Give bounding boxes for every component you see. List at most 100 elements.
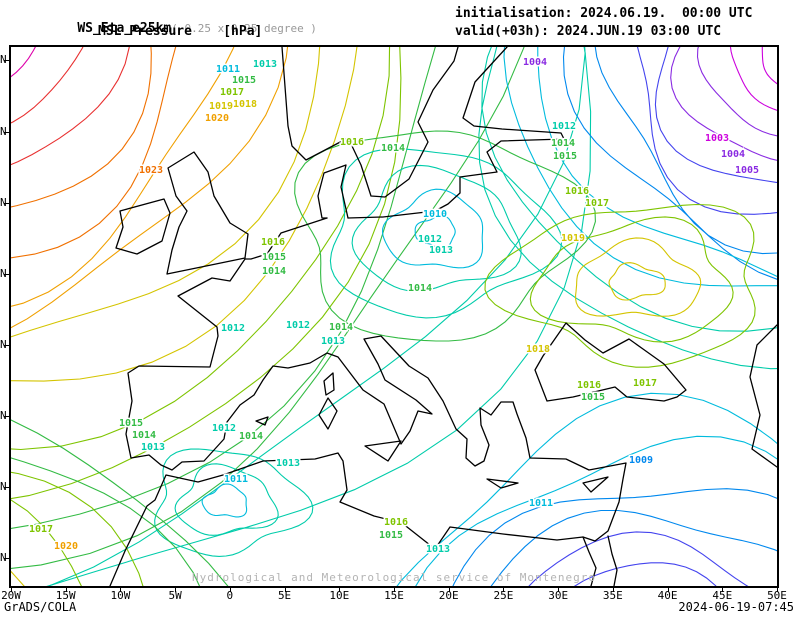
contour-label: 1020: [54, 541, 78, 552]
isobar-1016: [11, 47, 402, 500]
contour-label: 1009: [629, 455, 653, 466]
isobar-1017: [11, 47, 391, 451]
contour-label: 1005: [735, 165, 759, 176]
contour-label: 1015: [553, 151, 577, 162]
grads-credit: GrADS/COLA: [4, 600, 77, 614]
coastline-west-europe-mediterranean-africa: [109, 258, 627, 586]
x-axis-tick: [777, 588, 778, 592]
coastline-ireland: [115, 198, 171, 255]
contour-label: 1016: [565, 186, 589, 197]
isobar-1012: [351, 164, 522, 292]
isobar-1013: [47, 47, 586, 586]
contour-label: 1018: [526, 344, 550, 355]
contour-label: 1014: [132, 430, 156, 441]
contour-label: 1016: [384, 517, 408, 528]
isobar-1015: [11, 457, 201, 586]
contour-label: 1012: [552, 121, 576, 132]
x-axis-tick-label: 10W: [110, 589, 131, 602]
field-title: MSL Pressure [hPa]: [98, 24, 263, 39]
x-axis-tick: [284, 588, 286, 592]
contour-label: 1012: [286, 320, 310, 331]
x-axis-tick-label: 0: [226, 589, 234, 602]
isobar-1006: [654, 47, 777, 184]
isobar-1012: [46, 47, 592, 586]
y-axis-tick-label: N: [0, 338, 7, 351]
contour-label: 1015: [119, 418, 143, 429]
contour-label: 1004: [721, 149, 745, 160]
contour-label: 1013: [253, 59, 277, 70]
contour-label: 1013: [429, 245, 453, 256]
isobar-1018: [11, 47, 358, 382]
isobar-1019: [11, 47, 321, 338]
isobar-1016: [484, 203, 756, 368]
contour-label: 1015: [581, 392, 605, 403]
contour-label: 1013: [276, 458, 300, 469]
y-axis-tick-label: N: [0, 267, 7, 280]
isobar-1020: [11, 47, 289, 329]
x-axis-tick: [667, 588, 669, 592]
x-axis-tick-label: 30E: [548, 589, 569, 602]
coastline-cyprus: [582, 476, 609, 493]
x-axis-tick: [339, 588, 341, 592]
pressure-map: 1011 1013 1015 1017 1018 1019 1020 1023 1016 1014…: [9, 45, 779, 588]
x-axis-tick-label: 35E: [602, 589, 623, 602]
contour-label: 1017: [29, 524, 53, 535]
contour-label: 1011: [224, 474, 248, 485]
contour-label: 1019: [209, 101, 233, 112]
coastline-sardinia: [318, 397, 338, 430]
contour-label: 1014: [329, 322, 353, 333]
contour-label: 1012: [418, 234, 442, 245]
isobar-1017: [529, 216, 734, 343]
isobar-1021: [11, 47, 235, 307]
contour-label: 1012: [212, 423, 236, 434]
contour-label: 1016: [577, 380, 601, 391]
x-axis-tick: [229, 588, 231, 592]
isobar-1005: [670, 47, 777, 161]
isobar-1007: [528, 531, 749, 586]
coastline-corsica: [323, 372, 335, 396]
contour-label: 1014: [551, 138, 575, 149]
isobar-1026: [11, 47, 36, 78]
contour-label: 1011: [529, 498, 553, 509]
isobar-1014: [11, 419, 229, 586]
coastline-black-sea: [534, 322, 687, 402]
initialisation-time: initialisation: 2024.06.19. 00:00 UTC: [455, 6, 753, 21]
x-axis-tick-label: 5W: [168, 589, 182, 602]
isobar-1004: [696, 47, 777, 137]
isobar-1014: [11, 47, 525, 570]
x-axis-tick: [120, 588, 122, 592]
contour-label: 1019: [561, 233, 585, 244]
x-axis-tick-label: 10E: [329, 589, 350, 602]
x-axis-tick: [612, 588, 614, 592]
isobar-1009: [452, 488, 777, 586]
y-axis-tick-label: N: [0, 551, 7, 564]
isobar-1014: [294, 130, 596, 342]
isobar-1017: [11, 499, 82, 586]
coastline-baltic-finland: [347, 47, 565, 219]
contour-label: 1014: [262, 266, 286, 277]
isobar-1022: [11, 47, 177, 259]
isobar-1011: [503, 47, 777, 287]
isobar-1024: [11, 47, 130, 166]
isobar-1018: [575, 237, 702, 317]
contour-label: 1003: [705, 133, 729, 144]
isobar-1013: [154, 448, 314, 557]
contour-label: 1015: [262, 252, 286, 263]
isobar-1009: [562, 47, 777, 280]
creation-timestamp: 2024-06-19-07:45: [678, 600, 794, 614]
coastline-great-britain: [166, 151, 249, 275]
x-axis-tick: [11, 588, 12, 592]
valid-time: valid(+03h): 2024.JUN.19 03:00 UTC: [455, 24, 722, 39]
coastline-crete: [486, 478, 519, 489]
x-axis-tick-label: 5E: [277, 589, 292, 602]
model-title: WS_Eta_e25km( 0.25 x 0.25 degree ): [46, 6, 317, 51]
x-axis-tick: [722, 588, 724, 592]
y-axis-tick-label: N: [0, 480, 7, 493]
isobar-1023: [11, 47, 152, 208]
x-axis-tick-label: 25E: [493, 589, 514, 602]
isobar-1011: [381, 188, 484, 269]
provider-watermark: Hydrological and Meteorological service …: [192, 571, 596, 584]
isobar-1002: [761, 47, 777, 85]
contour-map-canvas: 1011 101310151017101810191020102310161014…: [11, 47, 777, 586]
